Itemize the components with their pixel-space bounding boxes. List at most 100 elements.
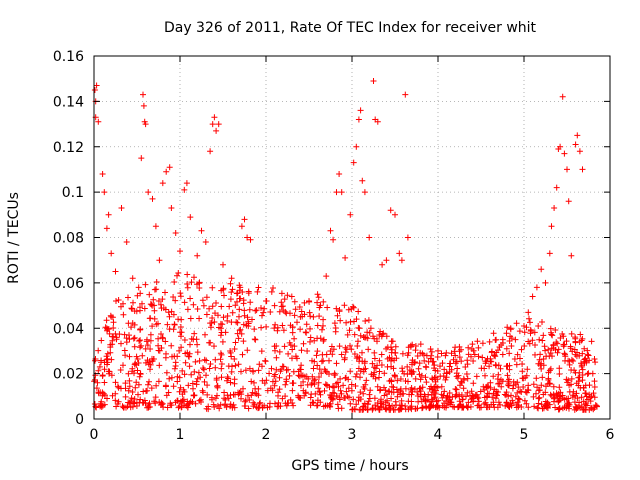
data-point (512, 381, 519, 387)
data-point (564, 166, 570, 173)
data-point (166, 375, 173, 382)
data-point (232, 391, 238, 398)
data-point (209, 284, 216, 291)
data-point (397, 387, 404, 394)
data-point (550, 391, 557, 398)
data-point (163, 350, 169, 357)
data-point (275, 389, 282, 396)
data-point (221, 292, 227, 299)
data-point (318, 358, 325, 365)
data-point (186, 400, 193, 407)
data-point (520, 384, 527, 390)
data-point (503, 345, 510, 352)
data-point (249, 316, 255, 323)
data-point (452, 360, 459, 367)
data-point (149, 323, 156, 330)
data-point (343, 346, 350, 353)
data-point (408, 391, 415, 398)
data-point (496, 380, 503, 387)
data-point (417, 385, 424, 392)
data-point (307, 313, 314, 320)
data-point (502, 402, 509, 409)
data-point (418, 372, 425, 379)
data-point (184, 271, 191, 278)
data-point (101, 379, 108, 386)
data-point (360, 403, 367, 410)
data-point (306, 298, 312, 304)
data-point (521, 397, 528, 404)
data-point (535, 405, 542, 412)
data-point (361, 358, 368, 365)
data-point (441, 400, 448, 407)
data-point (556, 384, 563, 391)
data-point (327, 400, 334, 407)
data-point (194, 341, 201, 348)
data-point (563, 376, 570, 383)
data-point (484, 401, 490, 408)
data-point (592, 359, 599, 366)
data-point (428, 348, 435, 355)
data-point (115, 297, 122, 303)
data-point (345, 306, 352, 313)
data-point (200, 302, 207, 309)
data-point (142, 281, 149, 288)
data-point (248, 392, 255, 399)
data-point (501, 391, 508, 398)
data-point (407, 386, 414, 393)
data-point (168, 205, 175, 211)
data-point (547, 350, 554, 356)
data-point (381, 392, 388, 399)
data-point (217, 332, 224, 339)
data-point (414, 389, 421, 395)
data-point (232, 302, 239, 309)
data-point (165, 389, 172, 396)
data-point (120, 311, 127, 318)
data-point (531, 403, 538, 410)
data-point (412, 343, 419, 349)
data-point (211, 319, 218, 325)
data-point (341, 302, 348, 309)
data-point (316, 374, 322, 380)
data-point (304, 381, 311, 388)
data-point (255, 284, 262, 291)
x-tick-label: 6 (606, 427, 615, 443)
data-point (452, 386, 459, 392)
data-point (327, 392, 334, 398)
data-point (377, 328, 384, 335)
data-point (113, 336, 120, 343)
data-point (475, 395, 482, 402)
data-point (287, 396, 294, 403)
data-point (496, 344, 503, 350)
chart-title: Day 326 of 2011, Rate Of TEC Index for r… (164, 20, 537, 36)
data-point (361, 189, 368, 196)
data-point (414, 405, 421, 412)
data-point (379, 261, 386, 268)
data-point (452, 352, 459, 359)
data-point (314, 335, 321, 342)
data-point (206, 305, 213, 312)
data-point (168, 342, 175, 349)
data-point (220, 286, 227, 293)
data-point (527, 319, 533, 326)
data-point (548, 331, 555, 338)
data-point (460, 404, 467, 411)
data-point (415, 365, 422, 372)
data-point (96, 363, 103, 370)
data-point (281, 296, 288, 303)
data-point (320, 316, 327, 323)
data-point (294, 319, 300, 326)
data-point (190, 385, 196, 392)
data-point (356, 325, 363, 332)
data-point (434, 354, 441, 360)
data-point (347, 318, 354, 325)
data-point (320, 322, 326, 329)
data-point (394, 377, 401, 384)
data-point (573, 390, 580, 397)
data-point (306, 309, 313, 316)
data-point (365, 398, 372, 405)
data-point (279, 322, 286, 329)
data-point (580, 385, 587, 391)
data-point (371, 349, 378, 356)
data-point (162, 289, 168, 296)
